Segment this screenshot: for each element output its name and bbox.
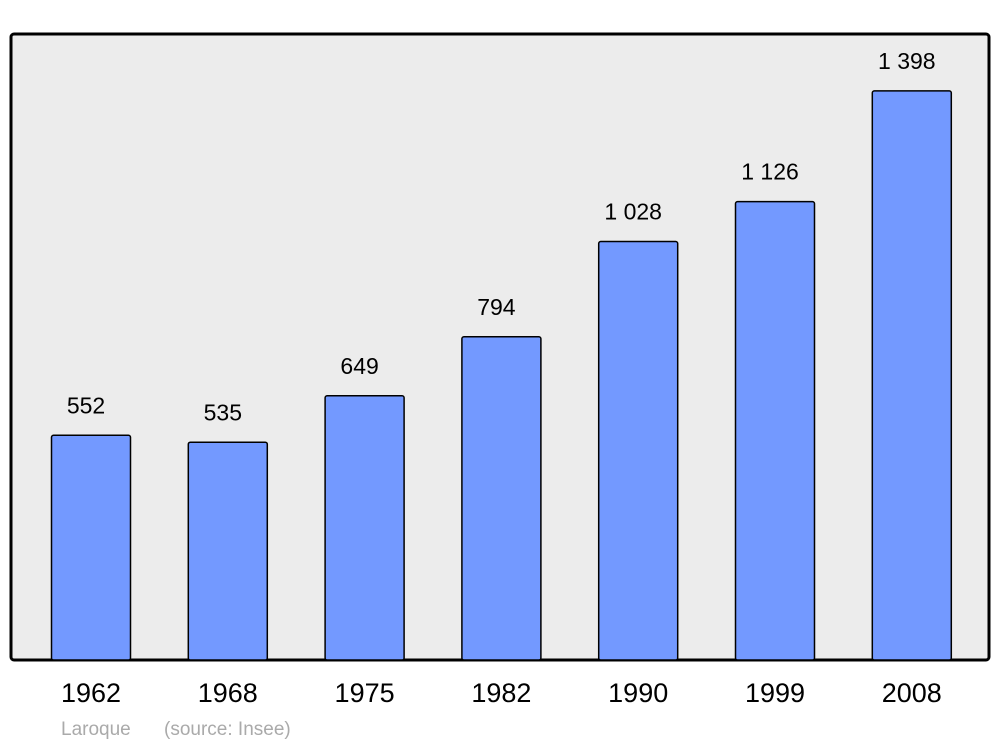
bar <box>597 240 679 661</box>
x-tick-label: 1962 <box>61 678 121 708</box>
bar <box>734 200 816 661</box>
value-label: 1 028 <box>604 199 662 225</box>
value-label: 552 <box>67 392 105 418</box>
x-tick-label: 2008 <box>882 678 942 708</box>
x-tick-label: 1982 <box>471 678 531 708</box>
bar <box>324 395 405 661</box>
x-tick-label: 1999 <box>745 678 805 708</box>
value-label: 535 <box>204 399 242 425</box>
x-tick-label: 1990 <box>608 678 668 708</box>
value-label: 1 126 <box>741 159 799 185</box>
x-tick-label: 1975 <box>335 678 395 708</box>
value-label: 794 <box>477 294 516 320</box>
bar <box>187 441 269 661</box>
source-note: (source: Insee) <box>164 719 291 740</box>
bar <box>871 90 953 661</box>
bar <box>50 434 132 661</box>
value-label: 649 <box>340 353 378 379</box>
bar <box>461 336 542 661</box>
x-tick-label: 1968 <box>198 678 258 708</box>
value-label: 1 398 <box>878 48 936 74</box>
chart-title: Laroque <box>61 719 131 740</box>
